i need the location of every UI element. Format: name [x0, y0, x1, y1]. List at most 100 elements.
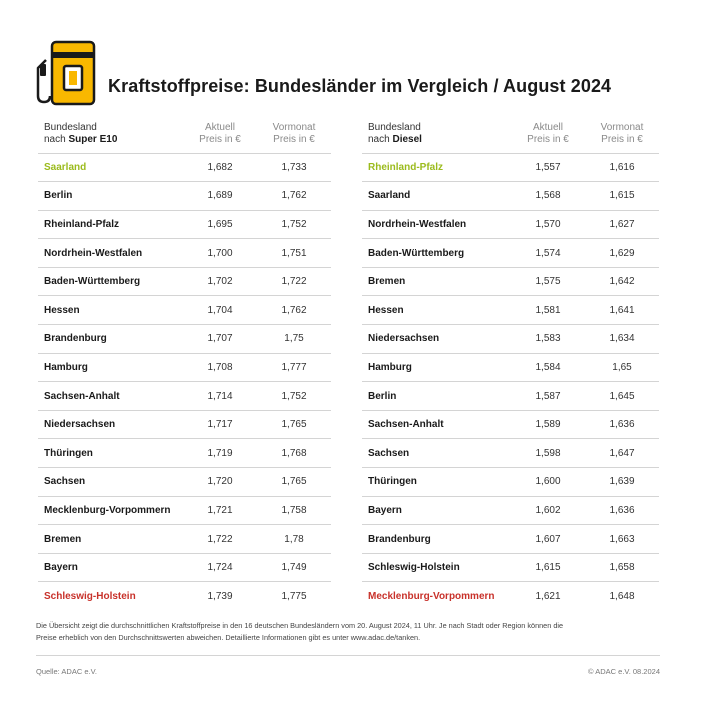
previous-price-cell: 1,777 — [257, 352, 331, 382]
current-price-cell: 1,739 — [183, 581, 257, 611]
current-price-cell: 1,714 — [183, 381, 257, 411]
table-row: Sachsen-Anhalt 1,589 1,636 — [362, 409, 659, 439]
previous-price-cell: 1,634 — [585, 324, 659, 354]
current-price-cell: 1,584 — [511, 352, 585, 382]
state-cell: Brandenburg — [362, 524, 511, 554]
current-price-cell: 1,721 — [183, 495, 257, 525]
header-prefix: nach — [368, 134, 393, 145]
previous-price-cell: 1,749 — [257, 552, 331, 582]
current-price-cell: 1,574 — [511, 238, 585, 268]
table-row: Baden-Württemberg 1,574 1,629 — [362, 238, 659, 268]
state-cell: Rheinland-Pfalz — [38, 209, 183, 239]
table-row: Baden-Württemberg 1,702 1,722 — [38, 266, 331, 296]
state-cell: Sachsen — [38, 467, 183, 497]
table-row: Mecklenburg-Vorpommern 1,721 1,758 — [38, 495, 331, 525]
table-row: Thüringen 1,719 1,768 — [38, 438, 331, 468]
page-title: Kraftstoffpreise: Bundesländer im Vergle… — [108, 76, 612, 96]
diesel-price-table: Bundesland nach Diesel Aktuell Preis in … — [362, 122, 659, 611]
current-price-cell: 1,621 — [511, 581, 585, 611]
header-prefix: nach — [44, 134, 69, 145]
state-cell: Hessen — [362, 295, 511, 325]
current-price-cell: 1,700 — [183, 238, 257, 268]
current-price-cell: 1,607 — [511, 524, 585, 554]
header-prev-line1: Vormonat — [600, 122, 644, 133]
state-cell: Thüringen — [362, 467, 511, 497]
table-row: Brandenburg 1,607 1,663 — [362, 524, 659, 554]
table-row: Niedersachsen 1,717 1,765 — [38, 409, 331, 439]
previous-price-cell: 1,751 — [257, 238, 331, 268]
state-cell: Baden-Württemberg — [362, 238, 511, 268]
table-row: Brandenburg 1,707 1,75 — [38, 324, 331, 354]
state-cell: Bremen — [362, 266, 511, 296]
previous-price-cell: 1,775 — [257, 581, 331, 611]
state-cell: Bayern — [362, 495, 511, 525]
table-row: Mecklenburg-Vorpommern 1,621 1,648 — [362, 581, 659, 611]
state-cell: Saarland — [38, 152, 183, 182]
state-cell: Nordrhein-Westfalen — [38, 238, 183, 268]
header-prev-line2: Preis in € — [273, 134, 315, 145]
current-price-cell: 1,702 — [183, 266, 257, 296]
state-cell: Rheinland-Pfalz — [362, 152, 511, 182]
current-price-cell: 1,708 — [183, 352, 257, 382]
state-cell: Niedersachsen — [362, 324, 511, 354]
table-row: Sachsen 1,720 1,765 — [38, 467, 331, 497]
previous-price-cell: 1,733 — [257, 152, 331, 182]
e10-price-table: Bundesland nach Super E10 Aktuell Preis … — [38, 122, 331, 611]
current-price-cell: 1,695 — [183, 209, 257, 239]
previous-price-cell: 1,647 — [585, 438, 659, 468]
state-cell: Nordrhein-Westfalen — [362, 209, 511, 239]
previous-price-cell: 1,658 — [585, 552, 659, 582]
table-row: Hamburg 1,708 1,777 — [38, 352, 331, 382]
state-column-header: Bundesland nach Diesel — [362, 122, 511, 153]
current-price-cell: 1,602 — [511, 495, 585, 525]
current-price-cell: 1,615 — [511, 552, 585, 582]
table-row: Bayern 1,602 1,636 — [362, 495, 659, 525]
current-price-cell: 1,689 — [183, 181, 257, 211]
state-cell: Hamburg — [362, 352, 511, 382]
state-cell: Hessen — [38, 295, 183, 325]
previous-price-cell: 1,758 — [257, 495, 331, 525]
current-price-cell: 1,570 — [511, 209, 585, 239]
current-price-column-header: Aktuell Preis in € — [511, 122, 585, 153]
previous-price-cell: 1,636 — [585, 409, 659, 439]
state-cell: Hamburg — [38, 352, 183, 382]
previous-price-cell: 1,65 — [585, 352, 659, 382]
table-row: Hessen 1,704 1,762 — [38, 295, 331, 325]
current-price-cell: 1,682 — [183, 152, 257, 182]
table-row: Bremen 1,575 1,642 — [362, 266, 659, 296]
previous-price-cell: 1,616 — [585, 152, 659, 182]
table-row: Niedersachsen 1,583 1,634 — [362, 324, 659, 354]
table-row: Rheinland-Pfalz 1,695 1,752 — [38, 209, 331, 239]
table-row: Nordrhein-Westfalen 1,570 1,627 — [362, 209, 659, 239]
previous-price-cell: 1,762 — [257, 295, 331, 325]
footnote-line1: Die Übersicht zeigt die durchschnittlich… — [36, 621, 564, 630]
previous-price-cell: 1,663 — [585, 524, 659, 554]
state-cell: Mecklenburg-Vorpommern — [362, 581, 511, 611]
table-row: Bayern 1,724 1,749 — [38, 552, 331, 582]
table-row: Thüringen 1,600 1,639 — [362, 467, 659, 497]
current-price-cell: 1,704 — [183, 295, 257, 325]
current-price-cell: 1,720 — [183, 467, 257, 497]
table-header: Bundesland nach Super E10 Aktuell Preis … — [38, 122, 331, 153]
header-current-line1: Aktuell — [204, 122, 235, 133]
previous-price-cell: 1,642 — [585, 266, 659, 296]
current-price-cell: 1,719 — [183, 438, 257, 468]
previous-price-cell: 1,722 — [257, 266, 331, 296]
current-price-cell: 1,557 — [511, 152, 585, 182]
previous-price-cell: 1,75 — [257, 324, 331, 354]
state-cell: Berlin — [38, 181, 183, 211]
current-price-cell: 1,589 — [511, 409, 585, 439]
previous-price-cell: 1,765 — [257, 467, 331, 497]
state-cell: Schleswig-Holstein — [362, 552, 511, 582]
state-cell: Mecklenburg-Vorpommern — [38, 495, 183, 525]
previous-price-cell: 1,615 — [585, 181, 659, 211]
state-cell: Thüringen — [38, 438, 183, 468]
table-row: Schleswig-Holstein 1,615 1,658 — [362, 552, 659, 582]
header-prev-line1: Vormonat — [272, 122, 316, 133]
fuel-pump-icon — [34, 40, 98, 106]
header-current-line1: Aktuell — [532, 122, 563, 133]
current-price-cell: 1,717 — [183, 409, 257, 439]
current-price-column-header: Aktuell Preis in € — [183, 122, 257, 153]
previous-price-cell: 1,765 — [257, 409, 331, 439]
previous-price-cell: 1,641 — [585, 295, 659, 325]
